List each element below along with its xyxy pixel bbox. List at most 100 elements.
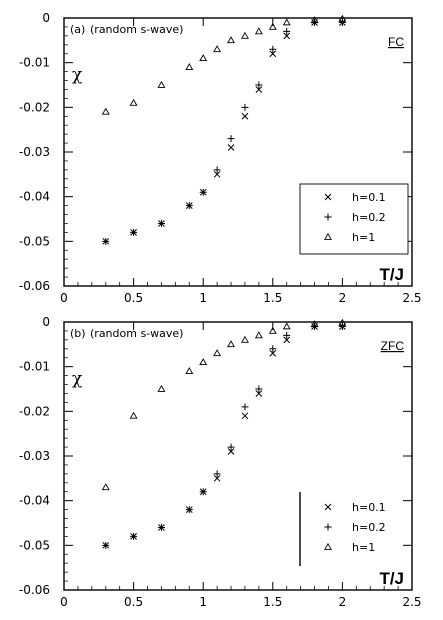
data-point-plus (324, 523, 332, 531)
data-point-plus (227, 443, 235, 451)
series-h=0.2 (102, 322, 346, 549)
panel-subtitle: (random s-wave) (90, 327, 183, 340)
data-point-triangle (282, 322, 291, 330)
panel-a: 0 0.5 1 1.5 2 2.5 0 -0.01 -0.02 -0.03 -0.04 -0.05 -0… (19, 11, 422, 305)
panel-b: 0 0.5 1 1.5 2 2.5 0 -0.01 -0.02 -0.03 -0.04 -0.05 -0… (19, 315, 422, 609)
x-tick-label: 2.5 (402, 291, 421, 305)
data-point-triangle (129, 98, 138, 106)
data-point-plus (269, 345, 277, 353)
legend-entry: h=0.2 (352, 521, 386, 534)
x-tick-label: 0 (60, 595, 68, 609)
panel-tag: FC (388, 35, 404, 49)
legend-entry: h=1 (352, 541, 375, 554)
x-tick-label: 1 (199, 595, 207, 609)
data-point-plus (130, 228, 138, 236)
series-h=1 (101, 318, 347, 491)
data-point-cross (241, 112, 249, 120)
data-point-triangle (268, 22, 277, 30)
x-tick-label: 1.5 (263, 595, 282, 609)
data-point-triangle (254, 331, 263, 339)
data-point-plus (338, 18, 346, 26)
y-tick-label: -0.04 (19, 494, 50, 508)
legend: h=0.1 h=0.2 h=1 (299, 492, 386, 566)
data-point-plus (199, 188, 207, 196)
data-point-triangle (101, 107, 110, 115)
data-point-cross (227, 448, 235, 455)
series-h=0.1 (102, 323, 346, 549)
x-tick-label: 2 (339, 595, 347, 609)
data-point-plus (213, 470, 221, 478)
data-point-cross (324, 503, 332, 511)
data-point-cross (213, 170, 221, 178)
y-tick-label: -0.03 (19, 449, 50, 463)
x-tick-label: 1.5 (263, 291, 282, 305)
legend-entry: h=0.2 (352, 211, 386, 224)
data-point-cross (227, 144, 235, 151)
panel-tag: ZFC (381, 339, 405, 353)
x-tick-label: 0.5 (124, 595, 143, 609)
y-tick-label: -0.05 (19, 234, 50, 248)
series-h=1 (101, 14, 347, 115)
data-point-cross (255, 390, 263, 397)
x-tick-label: 1 (199, 291, 207, 305)
x-tick-label: 0.5 (124, 291, 143, 305)
legend-entry: h=0.1 (352, 501, 386, 514)
data-point-plus (102, 237, 110, 245)
y-tick-label: -0.02 (19, 100, 50, 114)
data-point-cross (283, 32, 291, 40)
data-point-plus (185, 506, 193, 514)
data-point-triangle (213, 45, 222, 53)
y-tick-label: 0 (42, 11, 50, 25)
data-point-cross (241, 412, 249, 420)
y-tick-label: -0.03 (19, 145, 50, 159)
data-point-plus (269, 45, 277, 53)
data-point-plus (213, 166, 221, 174)
data-point-plus (130, 532, 138, 540)
data-point-triangle (324, 232, 332, 240)
data-point-triangle (268, 326, 277, 334)
legend-entry: h=0.1 (352, 191, 386, 204)
data-point-plus (338, 322, 346, 330)
y-axis-label: χ (72, 369, 82, 389)
y-tick-label: -0.05 (19, 538, 50, 552)
panel-label: (b) (70, 327, 86, 340)
data-point-plus (185, 202, 193, 210)
data-point-triangle (199, 54, 208, 62)
y-tick-label: -0.01 (19, 360, 50, 374)
data-point-plus (283, 27, 291, 35)
x-tick-label: 2.5 (402, 595, 421, 609)
y-tick-label: 0 (42, 315, 50, 329)
data-point-cross (269, 50, 277, 58)
data-point-cross (324, 193, 332, 201)
y-tick-label: -0.06 (19, 583, 50, 597)
data-point-plus (157, 219, 165, 227)
data-point-cross (283, 336, 291, 344)
data-point-plus (227, 135, 235, 143)
y-tick-label: -0.01 (19, 56, 50, 70)
data-point-plus (241, 103, 249, 111)
data-point-triangle (185, 367, 194, 374)
data-point-triangle (254, 27, 263, 35)
y-tick-label: -0.02 (19, 404, 50, 418)
data-point-cross (269, 349, 277, 357)
data-point-triangle (338, 318, 347, 326)
y-tick-label: -0.06 (19, 279, 50, 293)
data-point-triangle (324, 542, 332, 550)
data-point-triangle (240, 31, 249, 39)
legend-box (299, 183, 409, 255)
y-tick-label: -0.04 (19, 190, 50, 204)
data-point-plus (241, 403, 249, 411)
data-point-plus (102, 541, 110, 549)
legend: h=0.1 h=0.2 h=1 (299, 183, 409, 255)
data-point-plus (283, 331, 291, 339)
data-point-plus (199, 488, 207, 496)
data-point-triangle (282, 18, 291, 26)
data-point-plus (157, 523, 165, 531)
series-h=0.2 (102, 18, 346, 245)
data-point-triangle (157, 80, 166, 88)
data-point-plus (255, 81, 263, 89)
data-point-triangle (185, 63, 194, 70)
data-point-triangle (157, 384, 166, 392)
data-point-triangle (310, 16, 319, 24)
